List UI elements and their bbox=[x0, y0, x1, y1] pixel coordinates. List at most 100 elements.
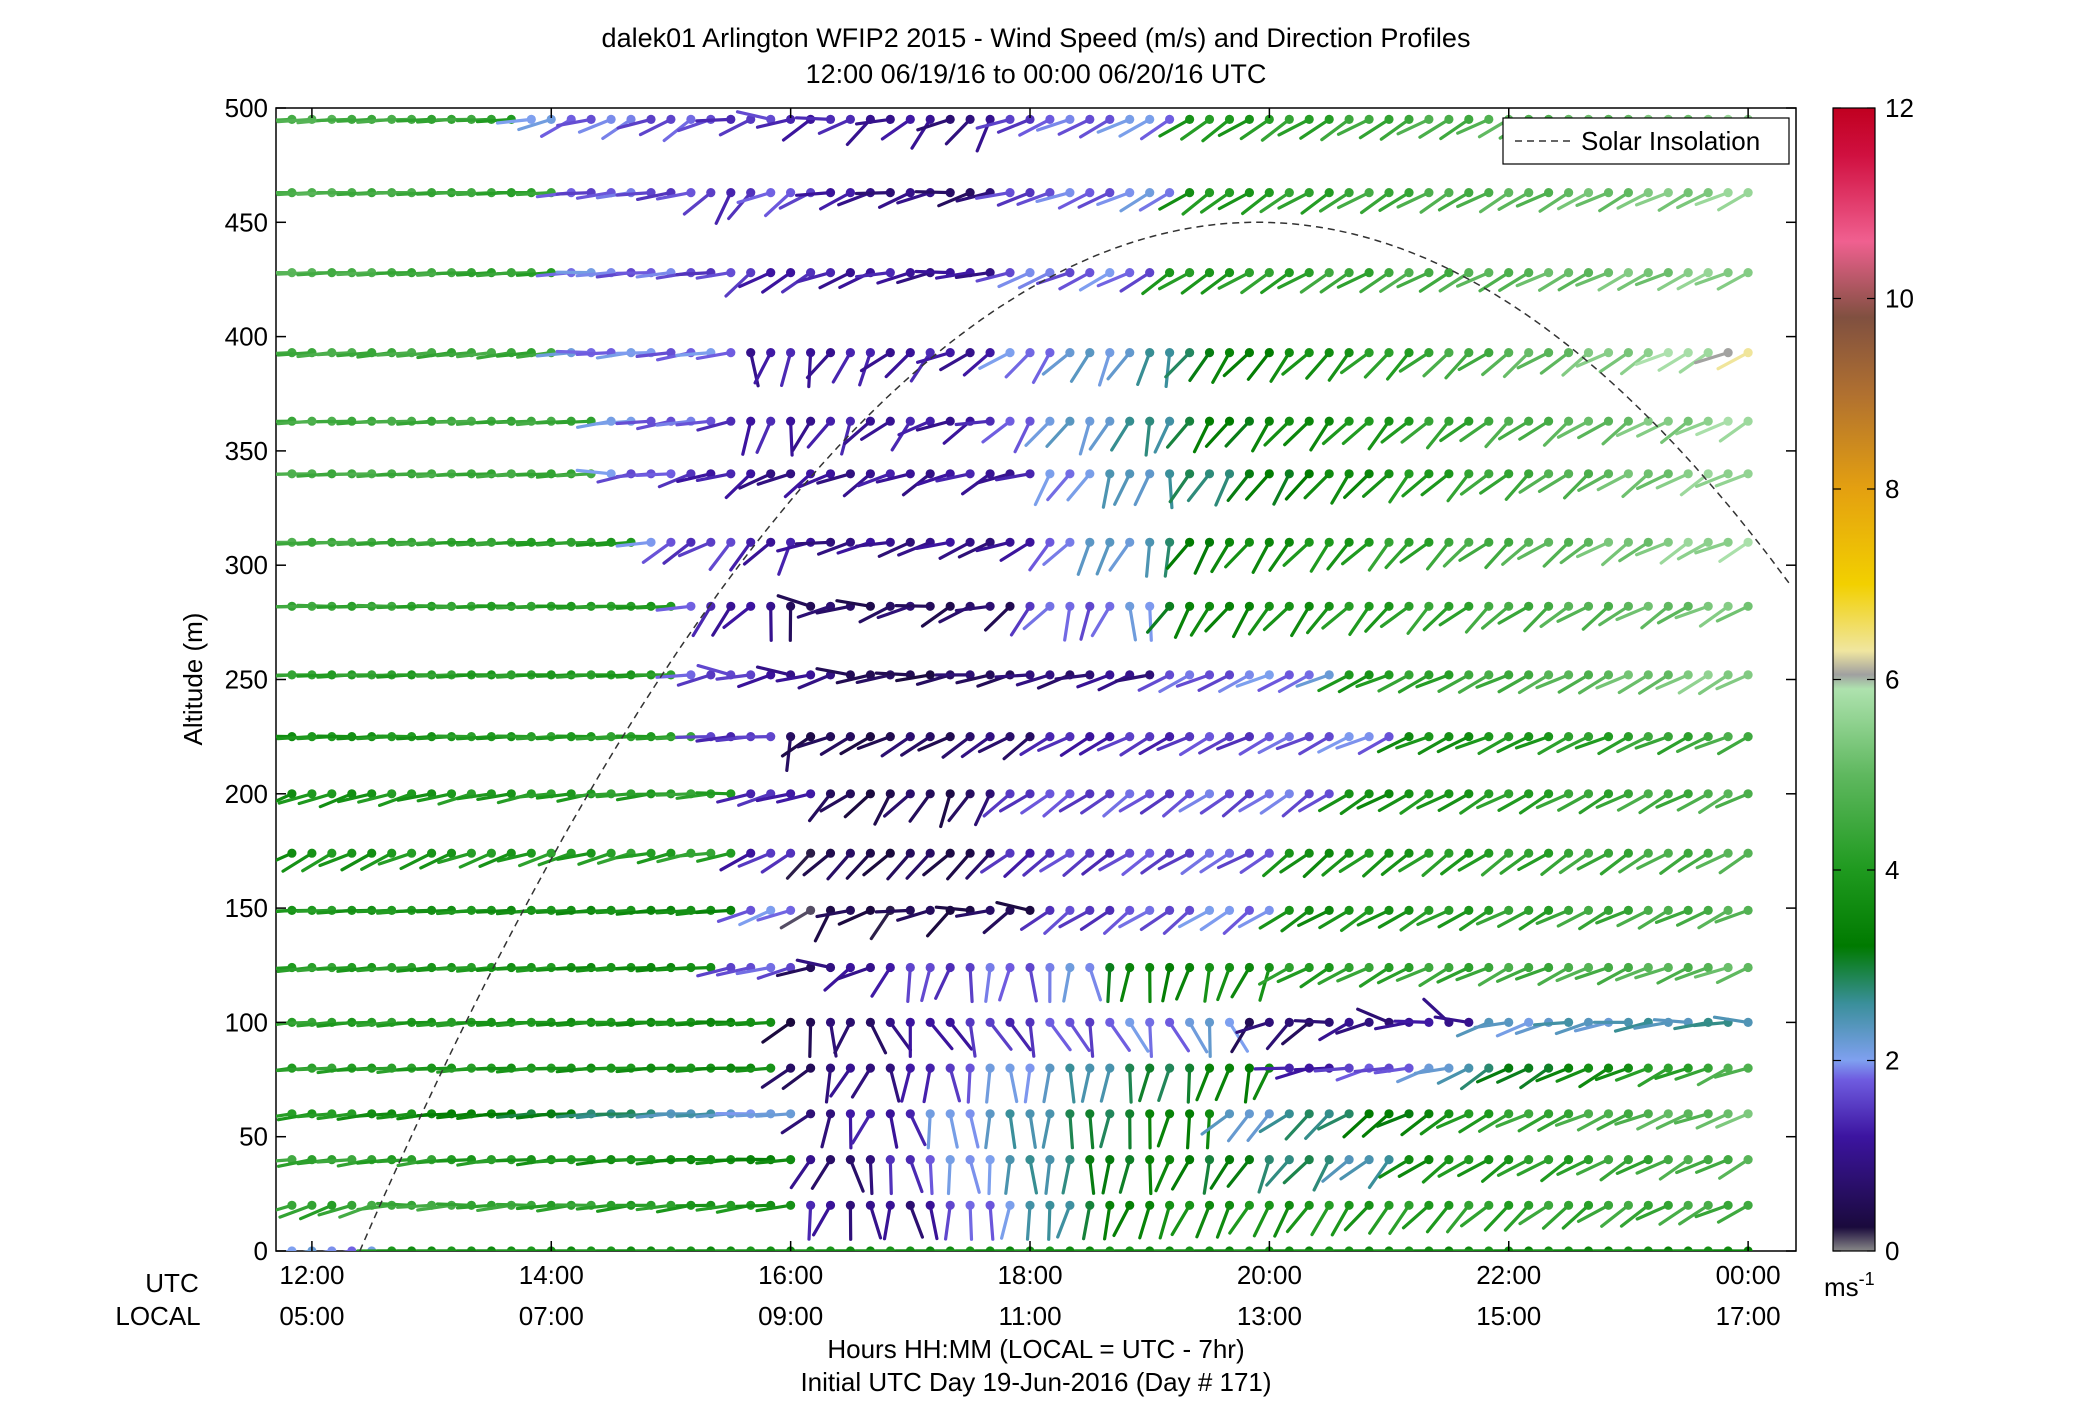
wind-barb-line bbox=[1079, 908, 1112, 931]
wind-barb-dot bbox=[766, 732, 776, 742]
wind-barb-line bbox=[1269, 351, 1291, 383]
wind-barb-line bbox=[1119, 271, 1152, 293]
wind-barb-line bbox=[1041, 1112, 1052, 1149]
wind-barb-dot bbox=[1623, 416, 1633, 426]
wind-barb-line bbox=[1637, 908, 1670, 930]
wind-barb-line bbox=[676, 673, 713, 687]
wind-barb-dot bbox=[646, 848, 656, 858]
wind-barb-line bbox=[1138, 191, 1172, 212]
wind-barb-line bbox=[843, 792, 873, 819]
wind-barb-dot bbox=[367, 848, 377, 858]
wind-barb-dot bbox=[1204, 114, 1215, 124]
wind-barb-line bbox=[276, 851, 294, 863]
wind-barb-dot bbox=[1603, 348, 1614, 358]
wind-barb-line bbox=[1696, 1066, 1730, 1087]
wind-barb-dot bbox=[1424, 469, 1434, 479]
wind-barb-line bbox=[934, 905, 972, 913]
wind-barb-dot bbox=[1364, 1109, 1374, 1119]
wind-barb-dot bbox=[1524, 962, 1534, 973]
wind-barb-line bbox=[1282, 1157, 1311, 1185]
wind-barb-dot bbox=[1204, 416, 1215, 426]
wind-barb-line bbox=[415, 1066, 454, 1071]
wind-barb-dot bbox=[1204, 732, 1215, 742]
wind-barb-line bbox=[635, 191, 673, 201]
wind-barb-line bbox=[791, 419, 813, 452]
wind-barb-dot bbox=[1204, 1109, 1215, 1119]
wind-barb-dot bbox=[606, 114, 616, 124]
wind-barb-dot bbox=[1504, 962, 1514, 973]
wind-barb-line bbox=[1395, 965, 1431, 982]
wind-barb-dot bbox=[786, 848, 796, 858]
wind-barb-dot bbox=[1025, 1200, 1035, 1210]
wind-barb-line bbox=[1557, 792, 1591, 812]
wind-barb-line bbox=[1203, 965, 1212, 1003]
wind-barb-dot bbox=[905, 114, 915, 124]
wind-barb-line bbox=[515, 271, 553, 277]
wind-barb-dot bbox=[1564, 188, 1574, 198]
wind-barb-line bbox=[1046, 472, 1072, 502]
wind-barb-dot bbox=[1544, 601, 1554, 611]
wind-barb-dot bbox=[287, 1200, 297, 1210]
wind-barb-line bbox=[848, 1112, 853, 1150]
wind-barb-dot bbox=[1025, 732, 1035, 742]
wind-barb-line bbox=[376, 419, 414, 424]
wind-barb-dot bbox=[307, 848, 317, 858]
wind-barb-line bbox=[1101, 472, 1112, 509]
wind-barb-line bbox=[675, 271, 713, 277]
wind-barb-line bbox=[1596, 965, 1631, 986]
wind-barb-line bbox=[1716, 734, 1750, 756]
wind-barb-line bbox=[797, 673, 833, 690]
wind-barb-line bbox=[1436, 965, 1471, 984]
wind-barb-line bbox=[1597, 734, 1631, 756]
wind-barb-line bbox=[896, 271, 932, 285]
wind-barb-line bbox=[1594, 1066, 1631, 1082]
wind-barb-dot bbox=[1623, 962, 1633, 973]
wind-barb-dot bbox=[905, 1155, 915, 1165]
wind-barb-line bbox=[297, 792, 334, 806]
wind-barb-dot bbox=[1324, 348, 1334, 358]
wind-barb-dot bbox=[786, 268, 796, 278]
wind-barb-line bbox=[1341, 419, 1371, 445]
wind-barb-line bbox=[909, 351, 932, 383]
wind-barb-line bbox=[555, 965, 593, 971]
wind-barb-line bbox=[843, 419, 873, 446]
wind-barb-dot bbox=[1344, 789, 1354, 799]
wind-barb-dot bbox=[1344, 848, 1354, 858]
wind-barb-line bbox=[415, 908, 454, 914]
wind-barb-line bbox=[1216, 734, 1252, 751]
wind-barb-line bbox=[1634, 965, 1670, 980]
wind-barb-line bbox=[495, 965, 533, 971]
wind-barb-line bbox=[1397, 1157, 1431, 1178]
wind-barb-dot bbox=[1504, 848, 1514, 858]
wind-barb-line bbox=[1118, 908, 1152, 929]
wind-barb-dot bbox=[1424, 1155, 1434, 1165]
wind-barb-line bbox=[1319, 271, 1351, 294]
wind-barb-line bbox=[1694, 1203, 1730, 1219]
wind-barb-dot bbox=[905, 732, 915, 742]
wind-barb-dot bbox=[1344, 537, 1354, 547]
wind-barb-dot bbox=[1025, 268, 1035, 278]
wind-barb-line bbox=[1652, 1018, 1690, 1025]
wind-barb-dot bbox=[1524, 670, 1534, 680]
wind-barb-line bbox=[1239, 117, 1271, 141]
wind-barb-dot bbox=[985, 268, 995, 278]
wind-barb-dot bbox=[1404, 188, 1414, 198]
wind-barb-dot bbox=[1384, 268, 1394, 278]
wind-barb-dot bbox=[1045, 188, 1055, 198]
wind-barb-dot bbox=[845, 1063, 856, 1073]
wind-barb-line bbox=[946, 851, 972, 881]
wind-barb-line bbox=[888, 1112, 899, 1149]
wind-barb-line bbox=[938, 540, 972, 560]
wind-barb-dot bbox=[985, 537, 995, 547]
wind-barb-line bbox=[1497, 792, 1531, 812]
wind-barb-line bbox=[1317, 734, 1351, 754]
wind-barb-line bbox=[742, 540, 773, 566]
wind-barb-dot bbox=[1703, 268, 1713, 278]
wind-barb-line bbox=[1596, 472, 1631, 492]
wind-barb-line bbox=[1187, 1020, 1209, 1054]
wind-barb-dot bbox=[845, 188, 856, 198]
wind-barb-line bbox=[831, 351, 853, 384]
wind-barb-dot bbox=[985, 1109, 995, 1119]
wind-barb-line bbox=[575, 271, 613, 278]
